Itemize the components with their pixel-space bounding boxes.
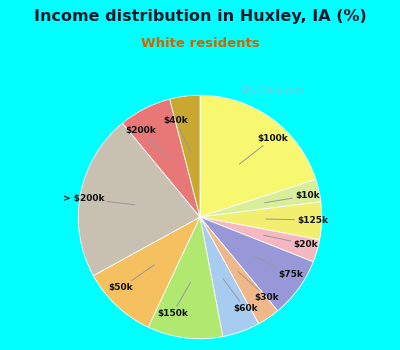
Text: $100k: $100k: [240, 134, 288, 164]
Text: $150k: $150k: [157, 282, 191, 318]
Text: $60k: $60k: [223, 279, 258, 313]
Text: Income distribution in Huxley, IA (%): Income distribution in Huxley, IA (%): [34, 9, 366, 24]
Text: $20k: $20k: [264, 235, 318, 248]
Text: $200k: $200k: [125, 126, 169, 159]
Text: $50k: $50k: [109, 265, 154, 293]
Text: $40k: $40k: [163, 116, 191, 152]
Text: $125k: $125k: [266, 216, 328, 225]
Wedge shape: [78, 123, 200, 276]
Text: City-Data.com: City-Data.com: [240, 86, 305, 95]
Wedge shape: [200, 217, 320, 262]
Wedge shape: [170, 95, 200, 217]
Wedge shape: [122, 99, 200, 217]
Wedge shape: [200, 180, 321, 217]
Text: $30k: $30k: [238, 271, 279, 302]
Wedge shape: [200, 217, 278, 324]
Wedge shape: [93, 217, 200, 327]
Text: $10k: $10k: [264, 191, 320, 203]
Wedge shape: [200, 202, 322, 240]
Wedge shape: [200, 217, 259, 337]
Text: $75k: $75k: [254, 256, 304, 279]
Text: > $200k: > $200k: [63, 194, 135, 205]
Wedge shape: [200, 217, 313, 311]
Wedge shape: [200, 95, 316, 217]
Text: White residents: White residents: [141, 37, 259, 50]
Wedge shape: [148, 217, 223, 339]
